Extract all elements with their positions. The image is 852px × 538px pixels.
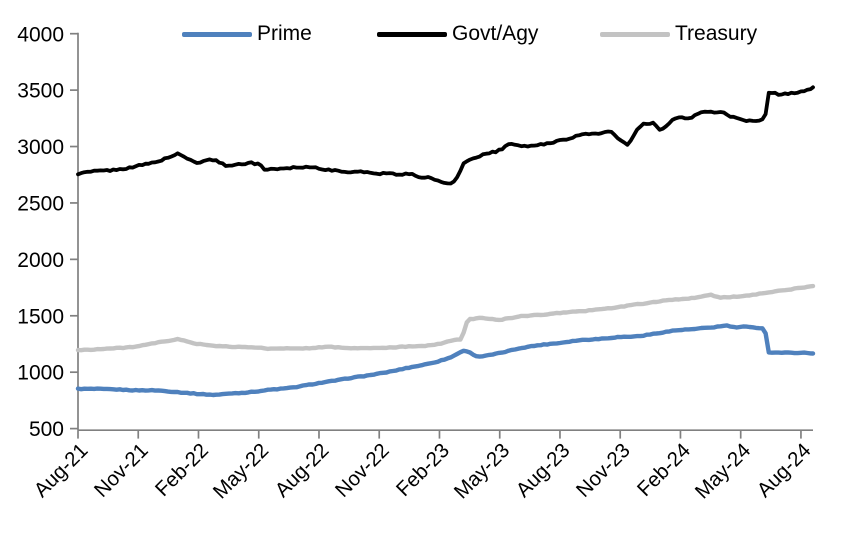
- y-tick-label: 1500: [17, 305, 64, 328]
- x-tick-label: Aug-21: [30, 439, 93, 502]
- x-tick-label: May-24: [691, 439, 756, 504]
- x-tick-label: Nov-21: [90, 439, 153, 502]
- legend-label-treasury: Treasury: [675, 22, 758, 45]
- legend-item-govt-agy: Govt/Agy: [377, 22, 538, 46]
- x-tick-label: Nov-22: [331, 439, 394, 502]
- x-tick-label: Feb-24: [633, 439, 695, 501]
- y-tick-label: 500: [29, 418, 64, 441]
- y-tick-label: 2500: [17, 193, 64, 216]
- legend-item-treasury: Treasury: [600, 22, 757, 46]
- legend-item-prime: Prime: [182, 22, 312, 46]
- y-tick-label: 1000: [17, 362, 64, 385]
- x-tick-label: Aug-24: [752, 439, 815, 502]
- legend-label-govt-agy: Govt/Agy: [452, 22, 539, 45]
- legend-label-prime: Prime: [257, 22, 312, 45]
- y-tick-label: 4000: [17, 23, 64, 46]
- y-tick-label: 2000: [17, 249, 64, 272]
- x-tick-label: May-23: [450, 439, 515, 504]
- series-line-prime: [75, 323, 816, 398]
- x-tick-label: May-22: [209, 439, 274, 504]
- series-line-govt-agy: [76, 85, 815, 186]
- x-tick-label: Nov-23: [572, 439, 635, 502]
- prime-line-swatch-icon: [182, 31, 252, 37]
- x-tick-label: Feb-22: [151, 439, 213, 501]
- treasury-line-swatch-icon: [600, 31, 670, 37]
- x-tick-label: Aug-22: [271, 439, 334, 502]
- govt-agy-line-swatch-icon: [377, 31, 447, 37]
- y-tick-label: 3500: [17, 80, 64, 103]
- y-tick-label: 3000: [17, 136, 64, 159]
- x-tick-label: Feb-23: [392, 439, 454, 501]
- chart-legend: Prime Govt/Agy Treasury: [0, 22, 852, 48]
- series-line-treasury: [75, 283, 816, 353]
- x-tick-label: Aug-23: [511, 439, 574, 502]
